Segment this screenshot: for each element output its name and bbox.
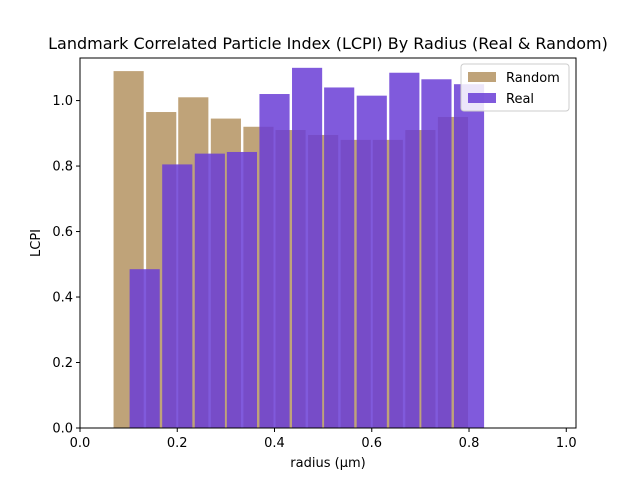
- x-tick-label: 0.8: [459, 436, 480, 451]
- x-axis-label: radius (µm): [290, 456, 365, 471]
- legend: Random Real: [460, 63, 570, 112]
- bar-real-6: [324, 87, 355, 428]
- legend-swatch-real: [468, 93, 496, 103]
- x-tick-label: 0.0: [70, 436, 91, 451]
- legend-label-random: Random: [506, 71, 560, 86]
- y-tick-label: 0.2: [52, 356, 73, 371]
- y-tick-label: 0.4: [52, 291, 73, 306]
- bar-real-9: [421, 79, 452, 428]
- x-axis-ticks: 0.0 0.2 0.4 0.6 0.8 1.0: [70, 428, 577, 451]
- y-axis-ticks: 0.0 0.2 0.4 0.6 0.8 1.0: [52, 94, 80, 437]
- bar-real-5: [292, 67, 323, 429]
- bar-real-0: [129, 269, 160, 428]
- x-tick-label: 0.2: [167, 436, 188, 451]
- y-tick-label: 0.8: [52, 160, 73, 175]
- y-tick-label: 0.6: [52, 225, 73, 240]
- y-axis-label: LCPI: [29, 229, 44, 257]
- chart-title: Landmark Correlated Particle Index (LCPI…: [48, 34, 608, 53]
- y-tick-label: 1.0: [52, 94, 73, 109]
- bars-group: [113, 67, 485, 429]
- bar-real-4: [259, 94, 290, 428]
- x-tick-label: 0.4: [264, 436, 285, 451]
- legend-label-real: Real: [506, 92, 534, 107]
- bar-real-10: [453, 84, 485, 428]
- bar-real-2: [194, 153, 225, 428]
- bar-real-8: [389, 72, 420, 429]
- x-tick-label: 0.6: [361, 436, 382, 451]
- bar-real-3: [226, 151, 258, 428]
- y-tick-label: 0.0: [52, 422, 73, 437]
- x-tick-label: 1.0: [556, 436, 577, 451]
- bar-real-7: [356, 95, 387, 428]
- legend-swatch-random: [468, 72, 496, 82]
- bar-real-1: [162, 164, 193, 428]
- plot-frame: [79, 57, 577, 429]
